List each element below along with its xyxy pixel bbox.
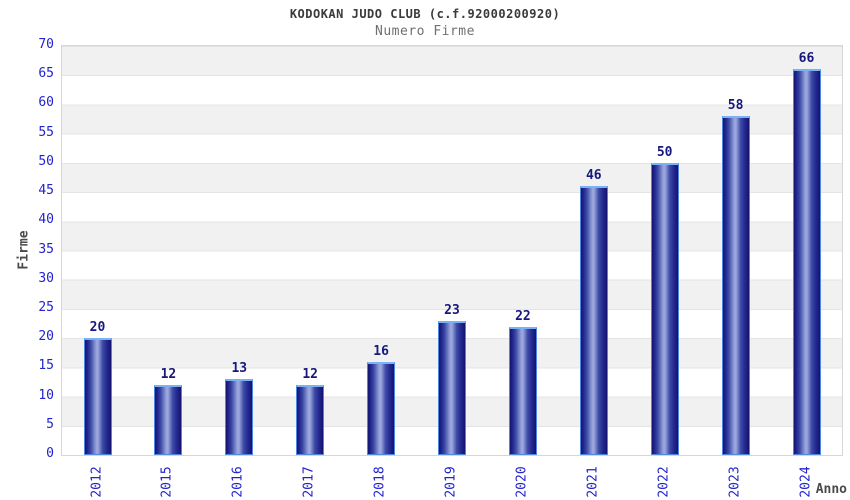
bar <box>579 186 608 455</box>
x-tick-label-text: 2017 <box>301 466 317 498</box>
y-tick-label: 40 <box>38 212 54 228</box>
bar <box>367 361 396 455</box>
x-tick-label-text: 2018 <box>372 466 388 498</box>
bar-value-label: 46 <box>585 168 602 184</box>
bar-value-label: 12 <box>160 366 177 382</box>
bar-value-label: 23 <box>444 302 460 318</box>
bar <box>296 384 325 455</box>
y-tick-label: 10 <box>38 387 54 403</box>
bar-value-label: 58 <box>727 98 744 114</box>
x-tick-label-text: 2020 <box>514 466 530 498</box>
y-tick-label: 60 <box>38 95 54 111</box>
plot-area: 20 12 13 12 16 23 22 46 50 58 66 <box>61 45 843 456</box>
y-tick-label: 65 <box>38 66 54 82</box>
y-axis-title-text: Firme <box>16 230 32 270</box>
x-tick-label: 2019 <box>429 459 473 500</box>
y-tick-label: 5 <box>46 416 54 432</box>
bar <box>792 69 821 455</box>
bar <box>721 116 750 455</box>
x-tick-label-text: 2021 <box>585 466 601 498</box>
x-tick-label: 2012 <box>75 459 119 500</box>
bar-value-label: 16 <box>373 343 389 359</box>
x-tick-label-text: 2015 <box>159 466 175 498</box>
chart-title: KODOKAN JUDO CLUB (c.f.92000200920) <box>289 7 561 21</box>
bar-value-label: 66 <box>798 51 815 67</box>
x-tick-label: 2022 <box>642 459 686 500</box>
x-tick-label-text: 2024 <box>798 466 813 498</box>
x-tick-label-text: 2012 <box>89 466 104 498</box>
y-tick-label: 70 <box>38 37 54 52</box>
bar-value-label: 13 <box>231 361 248 376</box>
x-tick-label: 2023 <box>713 459 757 500</box>
chart-subtitle: Numero Firme <box>375 24 475 39</box>
bar <box>438 320 466 455</box>
x-tick-label-text: 2022 <box>656 466 672 498</box>
bar <box>650 162 679 455</box>
x-tick-label: 2021 <box>571 459 615 500</box>
y-tick-label: 35 <box>38 241 54 257</box>
y-tick-label: 55 <box>38 124 54 140</box>
bar-value-label: 50 <box>656 144 673 160</box>
x-tick-label: 2018 <box>358 459 402 500</box>
y-tick-label: 30 <box>38 270 54 286</box>
x-axis-title: Anno <box>815 482 847 497</box>
x-tick-label-text: 2019 <box>443 466 459 498</box>
y-tick-label: 45 <box>38 183 54 199</box>
y-tick-label: 25 <box>38 299 54 315</box>
y-tick-label: 15 <box>38 358 54 374</box>
x-tick-label-text: 2016 <box>230 466 246 498</box>
bar-value-label: 22 <box>515 308 531 324</box>
x-tick-label: 2017 <box>287 459 331 500</box>
bar <box>83 338 112 455</box>
x-tick-label: 2015 <box>145 459 189 500</box>
bar-value-label: 12 <box>302 366 319 382</box>
y-tick-label: 0 <box>46 446 54 461</box>
bar <box>225 379 254 455</box>
y-axis-title: Firme <box>4 220 44 280</box>
y-tick-label: 20 <box>38 329 54 345</box>
bar <box>154 384 183 455</box>
x-tick-label-text: 2023 <box>727 466 743 498</box>
y-tick-label: 50 <box>38 153 54 169</box>
x-tick-label: 2020 <box>500 459 544 500</box>
x-tick-label: 2016 <box>216 459 260 500</box>
bar <box>508 326 537 455</box>
bar-value-label: 20 <box>89 320 106 336</box>
